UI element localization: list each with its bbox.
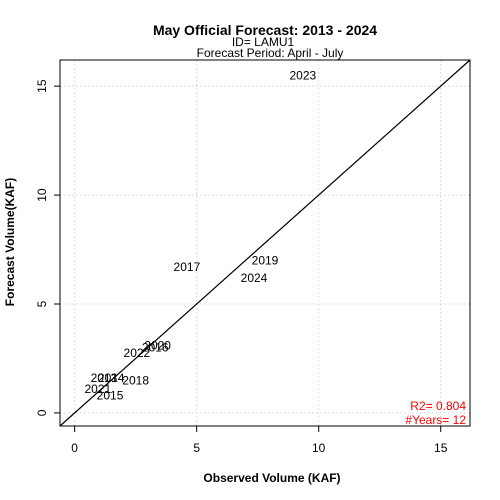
chart-title: May Official Forecast: 2013 - 2024 [153, 22, 377, 38]
chart-forecast-period: Forecast Period: April - July [197, 46, 344, 60]
data-point-2014: 2014 [98, 371, 125, 385]
years-count-stat: #Years= 12 [405, 413, 466, 427]
data-point-2018: 2018 [122, 373, 149, 387]
x-tick-label: 0 [71, 441, 78, 455]
plot-frame [59, 59, 471, 427]
data-point-2023: 2023 [289, 68, 316, 82]
y-tick-label: 0 [35, 409, 49, 416]
axes: 0 5 10 15 0 5 10 15 [35, 79, 448, 455]
data-point-2021: 2021 [84, 382, 111, 396]
data-point-2013: 2013 [91, 371, 118, 385]
y-axis-label: Forecast Volume(KAF) [3, 178, 17, 306]
y-tick-label: 5 [35, 300, 49, 307]
y-tick-label: 10 [35, 188, 49, 202]
x-tick-label: 10 [312, 441, 326, 455]
grid-lines [60, 60, 470, 426]
x-tick-label: 15 [434, 441, 448, 455]
data-point-2020: 2020 [144, 338, 171, 352]
r2-stat: R2= 0.804 [410, 399, 466, 413]
x-tick-label: 5 [193, 441, 200, 455]
data-point-2016: 2016 [142, 341, 169, 355]
y-tick-label: 15 [35, 79, 49, 93]
data-point-2024: 2024 [241, 271, 268, 285]
data-point-2019: 2019 [252, 253, 279, 267]
data-point-2015: 2015 [97, 389, 124, 403]
data-point-2022: 2022 [124, 346, 151, 360]
chart-station-id: ID= LAMU1 [232, 35, 295, 49]
one-to-one-line [59, 59, 471, 427]
x-axis-label: Observed Volume (KAF) [203, 471, 340, 485]
data-point-2017: 2017 [174, 260, 201, 274]
